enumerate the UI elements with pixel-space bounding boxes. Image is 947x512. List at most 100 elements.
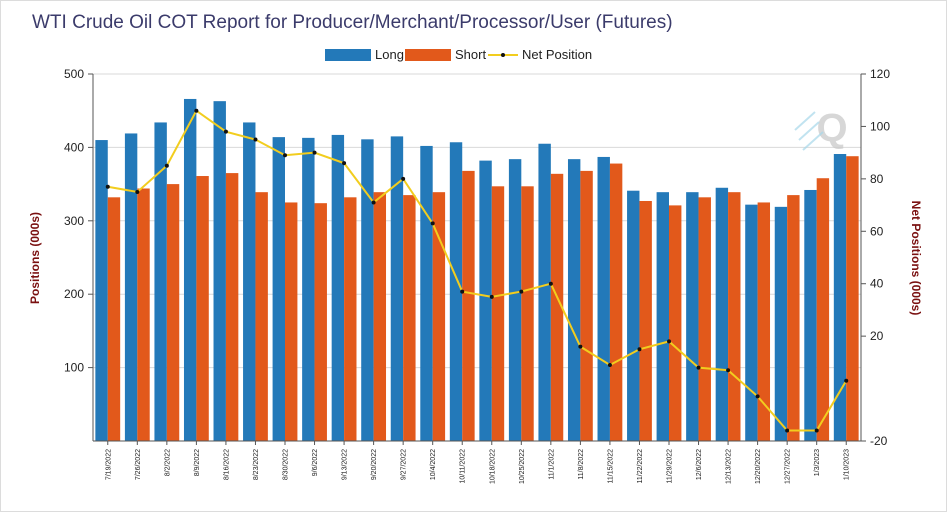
y2-tick-label: 100: [870, 119, 890, 133]
legend-label-net-position: Net Position: [522, 47, 593, 62]
y2-tick-label: 60: [870, 224, 884, 238]
net-position-point: [135, 189, 140, 194]
x-tick-label: 9/20/2022: [371, 449, 378, 480]
bar-long: [804, 189, 817, 441]
net-position-point: [785, 428, 790, 433]
x-tick-label: 10/11/2022: [460, 449, 467, 484]
net-position-point: [430, 221, 435, 226]
y-tick-label: 200: [64, 287, 84, 301]
bar-short: [698, 197, 711, 441]
bar-short: [344, 197, 357, 441]
net-position-point: [844, 378, 849, 383]
net-position-point: [342, 161, 347, 166]
net-position-point: [814, 428, 819, 433]
net-position-line: [107, 109, 848, 432]
bar-short: [787, 195, 800, 441]
bar-short: [550, 173, 564, 441]
net-position-point: [667, 339, 671, 344]
legend-swatch-short: [405, 49, 451, 61]
y2-tick-label: 20: [870, 329, 884, 343]
bar-long: [656, 192, 669, 441]
x-tick-label: 12/27/2022: [785, 449, 792, 484]
chart-legend: Long Short Net Position: [0, 46, 947, 66]
bar-short: [225, 173, 239, 441]
x-tick-label: 8/23/2022: [253, 449, 260, 480]
net-position-point: [755, 394, 760, 399]
y2-tick-label: 80: [870, 172, 884, 186]
bar-long: [479, 160, 492, 441]
net-position-point: [519, 289, 524, 294]
net-position-point: [607, 362, 612, 367]
bar-short: [137, 188, 150, 441]
legend-label-short: Short: [455, 47, 487, 62]
x-tick-label: 11/22/2022: [637, 449, 644, 484]
x-tick-label: 8/30/2022: [283, 449, 290, 480]
y-tick-label: 300: [64, 214, 84, 228]
bar-short: [373, 192, 387, 441]
x-tick-label: 7/26/2022: [135, 449, 142, 480]
net-position-point: [401, 176, 406, 181]
watermark-logo: Q: [794, 106, 848, 151]
bar-short: [639, 200, 652, 441]
legend-swatch-long: [325, 49, 371, 61]
legend-net-marker: [501, 53, 505, 57]
bar-long: [627, 190, 640, 441]
net-position-point: [548, 281, 553, 286]
bar-long: [95, 140, 108, 441]
bar-long: [538, 143, 551, 442]
x-tick-label: 1/10/2023: [844, 449, 851, 480]
bar-long: [686, 192, 699, 441]
net-position-point: [726, 368, 731, 373]
x-tick-label: 12/6/2022: [696, 449, 703, 480]
bar-short: [403, 195, 416, 441]
x-tick-label: 9/27/2022: [401, 449, 408, 480]
net-position-point: [164, 163, 169, 168]
x-tick-label: 8/2/2022: [164, 449, 171, 476]
y2-tick-label: 40: [870, 277, 884, 291]
legend-label-long: Long: [375, 47, 404, 62]
bar-short: [462, 170, 475, 441]
y2-tick-label: -20: [870, 434, 888, 448]
net-position-point: [637, 347, 642, 352]
bar-long: [361, 139, 374, 442]
watermark-letter: Q: [816, 106, 847, 150]
bar-long: [213, 101, 226, 442]
bar-short: [580, 170, 593, 441]
net-position-point: [489, 294, 494, 299]
net-position-point: [312, 150, 317, 155]
bar-short: [846, 156, 859, 441]
chart-title: WTI Crude Oil COT Report for Producer/Me…: [32, 12, 673, 33]
bar-long: [420, 145, 433, 441]
bar-long: [390, 136, 404, 441]
bar-short: [255, 192, 268, 441]
bar-short: [521, 186, 534, 441]
bar-short: [609, 163, 623, 441]
watermark-stroke: [794, 111, 816, 131]
bar-short: [107, 197, 121, 441]
bar-long: [597, 156, 610, 441]
y-tick-label: 400: [64, 140, 84, 154]
net-position-point: [105, 184, 110, 189]
y-tick-label: 500: [64, 67, 84, 81]
net-position-point: [223, 129, 228, 134]
bar-short: [432, 192, 446, 441]
bar-long: [774, 206, 788, 441]
y2-axis-title: Net Positions (000s): [909, 201, 923, 316]
watermark-stroke: [798, 121, 820, 141]
x-tick-label: 11/29/2022: [667, 449, 674, 484]
net-position-point: [371, 200, 376, 205]
bar-long: [243, 122, 256, 441]
net-position-point: [460, 289, 465, 294]
bar-long: [272, 137, 285, 441]
bar-short: [816, 178, 830, 441]
x-tick-label: 9/6/2022: [312, 449, 319, 476]
x-tick-label: 10/25/2022: [519, 449, 526, 484]
bar-short: [196, 176, 209, 441]
watermark-stroke: [802, 131, 824, 151]
bar-short: [491, 186, 505, 441]
x-tick-label: 9/13/2022: [342, 449, 349, 480]
x-tick-label: 8/9/2022: [194, 449, 201, 476]
y-axis-title: Positions (000s): [28, 212, 42, 304]
x-tick-label: 10/18/2022: [489, 449, 496, 484]
